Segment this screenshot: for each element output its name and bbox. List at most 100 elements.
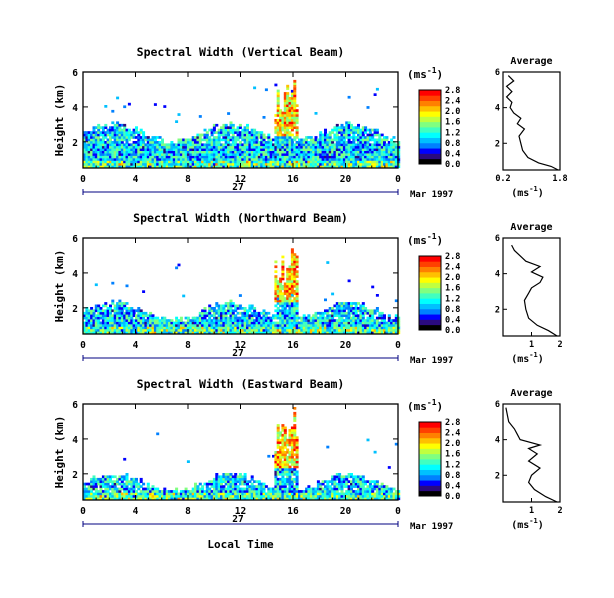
colorbar-segment [419, 459, 441, 465]
heatmap-cell [137, 495, 141, 498]
heatmap-cell [116, 319, 120, 322]
heatmap-cell [324, 324, 327, 327]
heatmap-cell [220, 309, 223, 313]
heatmap-cell [205, 482, 209, 486]
heatmap-cell [383, 490, 386, 493]
heatmap-cell [312, 314, 316, 317]
heatmap-cell [97, 158, 101, 161]
heatmap-cell [394, 299, 398, 303]
heatmap-cell [231, 324, 235, 327]
heatmap-cell [390, 143, 394, 147]
heatmap-cell [248, 316, 252, 320]
avg-units-exp: -1 [529, 185, 537, 193]
heatmap-cell [293, 119, 297, 122]
heatmap-cell [312, 321, 316, 325]
heatmap-cell [158, 158, 162, 161]
heatmap-cell [264, 163, 268, 166]
heatmap-cell [293, 275, 297, 278]
heatmap-cell [324, 128, 327, 132]
heatmap-cell [255, 163, 259, 166]
heatmap-cell [163, 155, 167, 159]
heatmap-cell [295, 258, 299, 261]
heatmap-cell [364, 136, 368, 139]
heatmap-cell [276, 331, 280, 335]
heatmap-cell [288, 487, 292, 491]
heatmap-cell [222, 126, 226, 129]
heatmap-cell [184, 165, 188, 169]
heatmap-cell [224, 324, 228, 327]
heatmap-cell [215, 477, 219, 481]
heatmap-cell [335, 150, 339, 154]
heatmap-cell [345, 148, 349, 151]
heatmap-cell [208, 153, 212, 156]
heatmap-cell [182, 155, 186, 159]
heatmap-cell [274, 83, 278, 87]
heatmap-cell [246, 133, 249, 137]
heatmap-cell [394, 324, 398, 327]
heatmap-cell [231, 145, 235, 149]
heatmap-cell [163, 165, 167, 169]
heatmap-cell [106, 150, 110, 154]
heatmap-cell [116, 148, 120, 151]
heatmap-cell [243, 150, 247, 154]
heatmap-cell [123, 128, 127, 132]
heatmap-cell [116, 126, 120, 129]
heatmap-cell [87, 492, 91, 496]
heatmap-cell [101, 133, 105, 137]
heatmap-cell [229, 331, 233, 335]
heatmap-cell [300, 324, 304, 327]
heatmap-cell [375, 492, 379, 496]
heatmap-cell [127, 163, 131, 166]
heatmap-cell [156, 143, 160, 147]
heatmap-cell [144, 324, 148, 327]
heatmap-cell [293, 304, 297, 308]
heatmap-cell [231, 475, 235, 479]
heatmap-cell [104, 319, 108, 322]
heatmap-cell [201, 143, 205, 147]
heatmap-cell [146, 150, 150, 154]
heatmap-cell [375, 490, 379, 493]
heatmap-cell [172, 163, 176, 166]
heatmap-cell [269, 495, 273, 498]
heatmap-cell [182, 148, 186, 151]
heatmap-cell [361, 329, 365, 332]
heatmap-cell [90, 155, 94, 159]
heatmap-cell [319, 324, 323, 327]
heatmap-cell [125, 314, 129, 317]
heatmap-cell [288, 477, 292, 481]
heatmap-cell [255, 497, 259, 501]
heatmap-cell [378, 163, 382, 166]
heatmap-cell [123, 131, 127, 134]
heatmap-cell [205, 319, 209, 322]
heatmap-cell [90, 309, 94, 313]
heatmap-cell [262, 158, 266, 161]
heatmap-cell [255, 495, 259, 498]
heatmap-cell [264, 143, 268, 147]
heatmap-cell [165, 155, 169, 159]
heatmap-cell [99, 141, 103, 144]
heatmap-cell [83, 150, 86, 154]
heatmap-cell [359, 480, 363, 483]
heatmap-cell [144, 319, 148, 322]
heatmap-cell [293, 165, 297, 169]
heatmap-cell [222, 150, 226, 154]
heatmap-cell [286, 97, 290, 100]
colorbar-tick-label: 0.8 [445, 139, 460, 149]
heatmap-cell [106, 153, 110, 156]
heatmap-cell [328, 497, 332, 501]
heatmap-cell [272, 331, 275, 335]
heatmap-cell [106, 148, 110, 151]
heatmap-cell [350, 331, 353, 335]
heatmap-cell [99, 490, 103, 493]
heatmap-cell [227, 133, 231, 137]
heatmap-cell [234, 128, 238, 132]
heatmap-cell [90, 158, 94, 161]
heatmap-cell [352, 490, 356, 493]
heatmap-cell [109, 319, 112, 322]
heatmap-cell [246, 311, 249, 315]
heatmap-cell [333, 497, 337, 501]
heatmap-cell [264, 150, 268, 154]
heatmap-cell [253, 480, 257, 483]
heatmap-cell [83, 153, 86, 156]
heatmap-cell [99, 326, 103, 330]
